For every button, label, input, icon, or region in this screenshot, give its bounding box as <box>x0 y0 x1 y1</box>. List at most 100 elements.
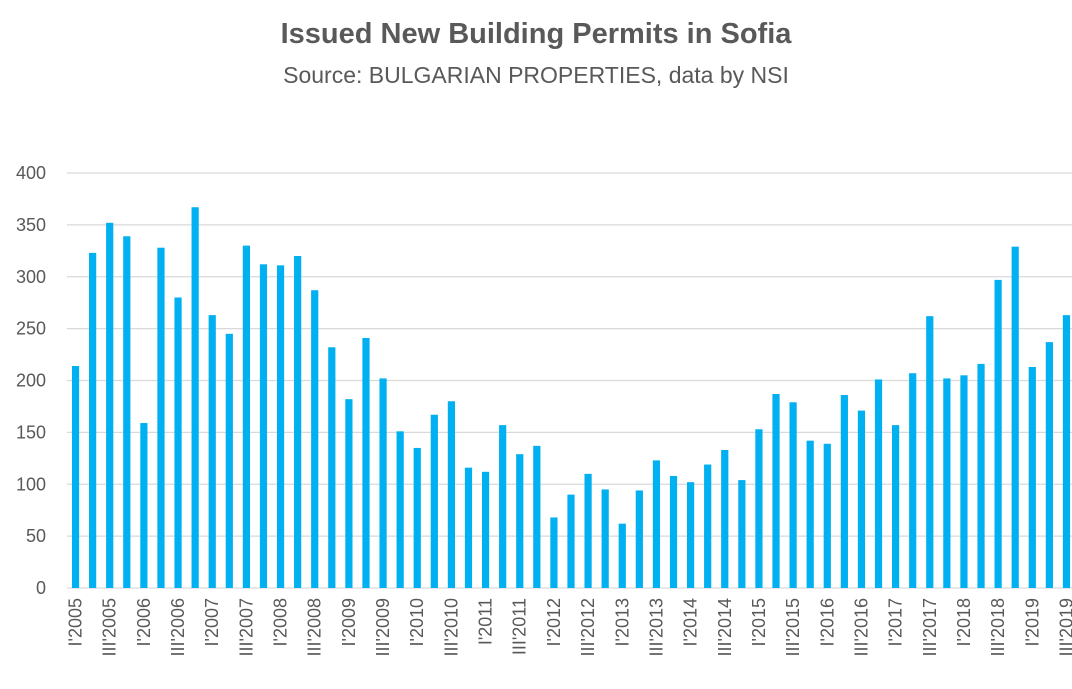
bar <box>533 445 541 588</box>
x-tick-label: I'2015 <box>749 598 769 646</box>
chart-title: Issued New Building Permits in Sofia <box>280 18 792 50</box>
bar <box>499 425 507 588</box>
bar <box>1062 315 1071 588</box>
bar <box>311 290 319 588</box>
bar <box>584 473 592 588</box>
bar <box>926 316 934 588</box>
x-tick-label: I'2014 <box>681 598 701 646</box>
bar <box>294 256 302 588</box>
bar <box>806 440 814 588</box>
bar <box>635 490 643 588</box>
x-tick-label: III'2010 <box>441 598 461 656</box>
x-tick-label: I'2012 <box>544 598 564 646</box>
bar <box>345 399 353 588</box>
bar <box>106 222 114 589</box>
bar <box>874 379 883 588</box>
bar <box>704 464 712 588</box>
x-tick-label: I'2016 <box>817 598 837 646</box>
bar <box>857 410 866 588</box>
x-tick-label: III'2014 <box>715 598 735 656</box>
bar <box>755 429 763 588</box>
bar <box>943 378 951 588</box>
x-tick-label: III'2011 <box>510 598 530 655</box>
bar <box>242 245 250 588</box>
bar <box>328 347 336 588</box>
bar <box>123 236 131 588</box>
bar <box>669 475 678 588</box>
bar <box>157 247 165 588</box>
bar <box>464 467 473 588</box>
bar <box>225 333 233 588</box>
bar <box>892 425 900 588</box>
bar <box>550 517 558 588</box>
bar <box>140 423 148 588</box>
x-tick-label: I'2008 <box>271 598 291 646</box>
bar <box>71 365 80 588</box>
x-tick-label: I'2007 <box>202 598 222 646</box>
x-tick-label: III'2007 <box>236 598 256 656</box>
bar <box>738 480 746 588</box>
y-tick-label: 0 <box>36 578 46 598</box>
bar <box>276 265 285 588</box>
bar <box>481 471 490 588</box>
bar <box>909 373 917 588</box>
x-tick-label: III'2009 <box>373 598 393 656</box>
bar <box>89 252 97 588</box>
bar <box>686 482 695 588</box>
bar <box>823 443 831 588</box>
y-tick-label: 250 <box>16 319 46 339</box>
bar <box>396 431 404 588</box>
x-tick-label: I'2018 <box>954 598 974 646</box>
bar <box>379 378 387 588</box>
bar <box>960 375 968 588</box>
bar <box>721 450 729 588</box>
bar <box>430 414 438 588</box>
bar <box>567 494 575 588</box>
bar <box>413 447 421 588</box>
y-tick-label: 350 <box>16 215 46 235</box>
bar <box>259 264 268 588</box>
x-tick-label: I'2005 <box>66 598 86 646</box>
y-tick-label: 400 <box>16 163 46 183</box>
x-tick-label: I'2019 <box>1022 598 1042 646</box>
y-tick-label: 150 <box>16 422 46 442</box>
x-tick-label: I'2011 <box>476 598 496 645</box>
x-tick-label: I'2010 <box>407 598 427 646</box>
bar <box>447 401 456 588</box>
y-tick-label: 100 <box>16 474 46 494</box>
chart-subtitle: Source: BULGARIAN PROPERTIES, data by NS… <box>283 62 789 88</box>
x-tick-label: III'2013 <box>646 598 666 656</box>
x-tick-label: III'2015 <box>783 598 803 656</box>
bar <box>516 454 524 588</box>
bar <box>652 460 661 588</box>
x-tick-label: I'2009 <box>339 598 359 646</box>
x-tick-label: III'2012 <box>578 598 598 656</box>
x-tick-label: III'2005 <box>100 598 120 656</box>
x-tick-label: III'2016 <box>851 598 871 656</box>
bar <box>208 315 216 588</box>
x-tick-label: III'2019 <box>1056 598 1072 656</box>
x-tick-label: I'2006 <box>134 598 154 646</box>
x-tick-label: III'2017 <box>920 598 940 656</box>
bar <box>772 393 780 588</box>
y-tick-label: 300 <box>16 267 46 287</box>
x-tick-label: I'2013 <box>612 598 632 646</box>
bar <box>174 297 182 588</box>
bar <box>977 363 985 588</box>
bar <box>191 207 199 589</box>
bar <box>1011 246 1019 588</box>
x-tick-label: III'2018 <box>988 598 1008 656</box>
bar <box>994 279 1002 588</box>
y-tick-label: 200 <box>16 371 46 391</box>
x-tick-label: III'2006 <box>168 598 188 656</box>
y-tick-label: 50 <box>26 526 46 546</box>
x-tick-label: III'2008 <box>305 598 325 656</box>
bar <box>362 337 370 588</box>
bar <box>601 489 609 588</box>
x-tick-label: I'2017 <box>886 598 906 646</box>
bar <box>1028 367 1036 588</box>
bar <box>618 523 626 588</box>
bar <box>840 395 848 588</box>
bar <box>1045 342 1053 588</box>
